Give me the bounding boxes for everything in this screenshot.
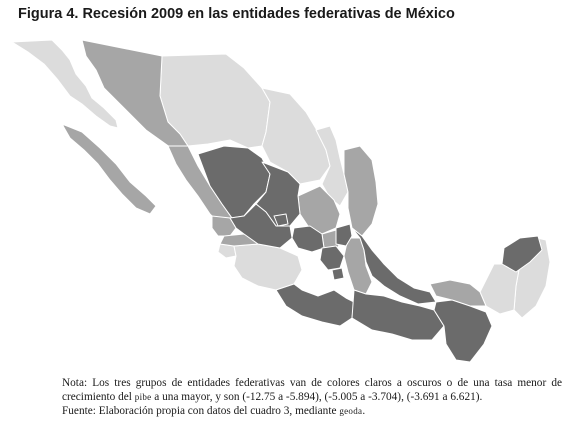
source-text: Fuente: Elaboración propia con datos del… xyxy=(62,405,340,418)
state-aguascalientes xyxy=(273,213,289,227)
state-hidalgo xyxy=(335,223,353,247)
state-morelos xyxy=(331,267,345,281)
source-paragraph: Fuente: Elaboración propia con datos del… xyxy=(62,404,562,418)
state-durango xyxy=(197,145,271,219)
state-veracruz xyxy=(351,227,437,305)
state-guerrero xyxy=(275,283,355,327)
state-yucatan xyxy=(501,235,543,273)
state-sonora xyxy=(81,39,189,151)
gulf-of-california xyxy=(100,128,170,204)
state-jalisco xyxy=(229,203,293,249)
state-tamaulipas xyxy=(343,145,379,237)
state-mexico xyxy=(319,245,345,271)
state-michoacan xyxy=(233,243,303,291)
figure-notes: Nota: Los tres grupos de entidades feder… xyxy=(62,376,562,419)
note-text-end: a una mayor, y son (-12.75 a -5.894), (-… xyxy=(151,391,483,404)
source-end: . xyxy=(362,405,366,418)
state-baja-california-sur xyxy=(61,123,157,215)
note-text-start: Nota: Los tres grupos de entidades feder… xyxy=(62,377,562,404)
note-paragraph: Nota: Los tres grupos de entidades feder… xyxy=(62,376,562,404)
state-tabasco xyxy=(429,279,487,307)
figure-title: Figura 4. Recesión 2009 en las entidades… xyxy=(18,6,455,22)
source-geoda-term: geoda xyxy=(339,406,363,417)
note-pibe-term: pibe xyxy=(134,392,152,403)
mexico-state-map xyxy=(0,30,580,375)
state-campeche xyxy=(479,263,521,315)
state-chiapas xyxy=(433,299,493,363)
state-guanajuato xyxy=(291,225,325,253)
state-nuevo-leon xyxy=(315,125,349,207)
state-baja-california xyxy=(11,39,119,129)
state-coahuila xyxy=(261,87,331,185)
